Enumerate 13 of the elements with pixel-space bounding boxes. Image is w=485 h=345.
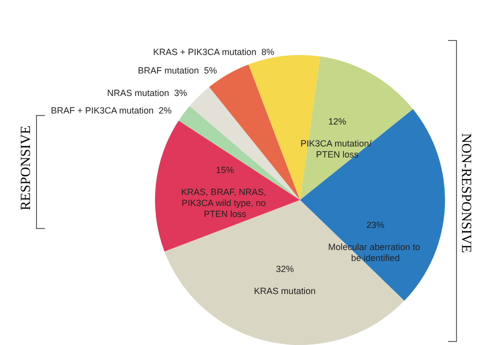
text: RESPONSIVE — [19, 124, 35, 212]
slice-label: BRAF mutation 5% — [138, 66, 217, 76]
slice-label: KRAS mutation — [254, 286, 316, 296]
data-label: 23% — [366, 220, 384, 230]
data-label: 12% — [328, 116, 346, 127]
slice-label: BRAF + PIK3CA mutation 2% — [50, 106, 172, 116]
slice-label: NRAS mutation 3% — [107, 88, 188, 98]
text: NON-RESPONSIVE — [457, 132, 473, 255]
slice-label: KRAS, BRAF, NRAS, PIK3CA wild type, no PTEN loss — [181, 186, 269, 219]
data-label: 32% — [276, 264, 294, 274]
slice-label: KRAS + PIK3CA mutation 8% — [153, 46, 274, 57]
slice-label: PIK3CA mutation/ PTEN loss — [300, 138, 374, 160]
data-label: 15% — [216, 164, 234, 175]
